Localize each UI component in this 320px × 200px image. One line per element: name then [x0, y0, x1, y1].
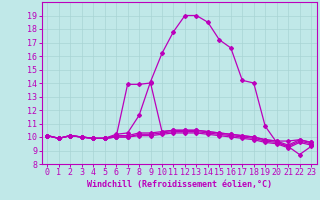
X-axis label: Windchill (Refroidissement éolien,°C): Windchill (Refroidissement éolien,°C)	[87, 180, 272, 189]
